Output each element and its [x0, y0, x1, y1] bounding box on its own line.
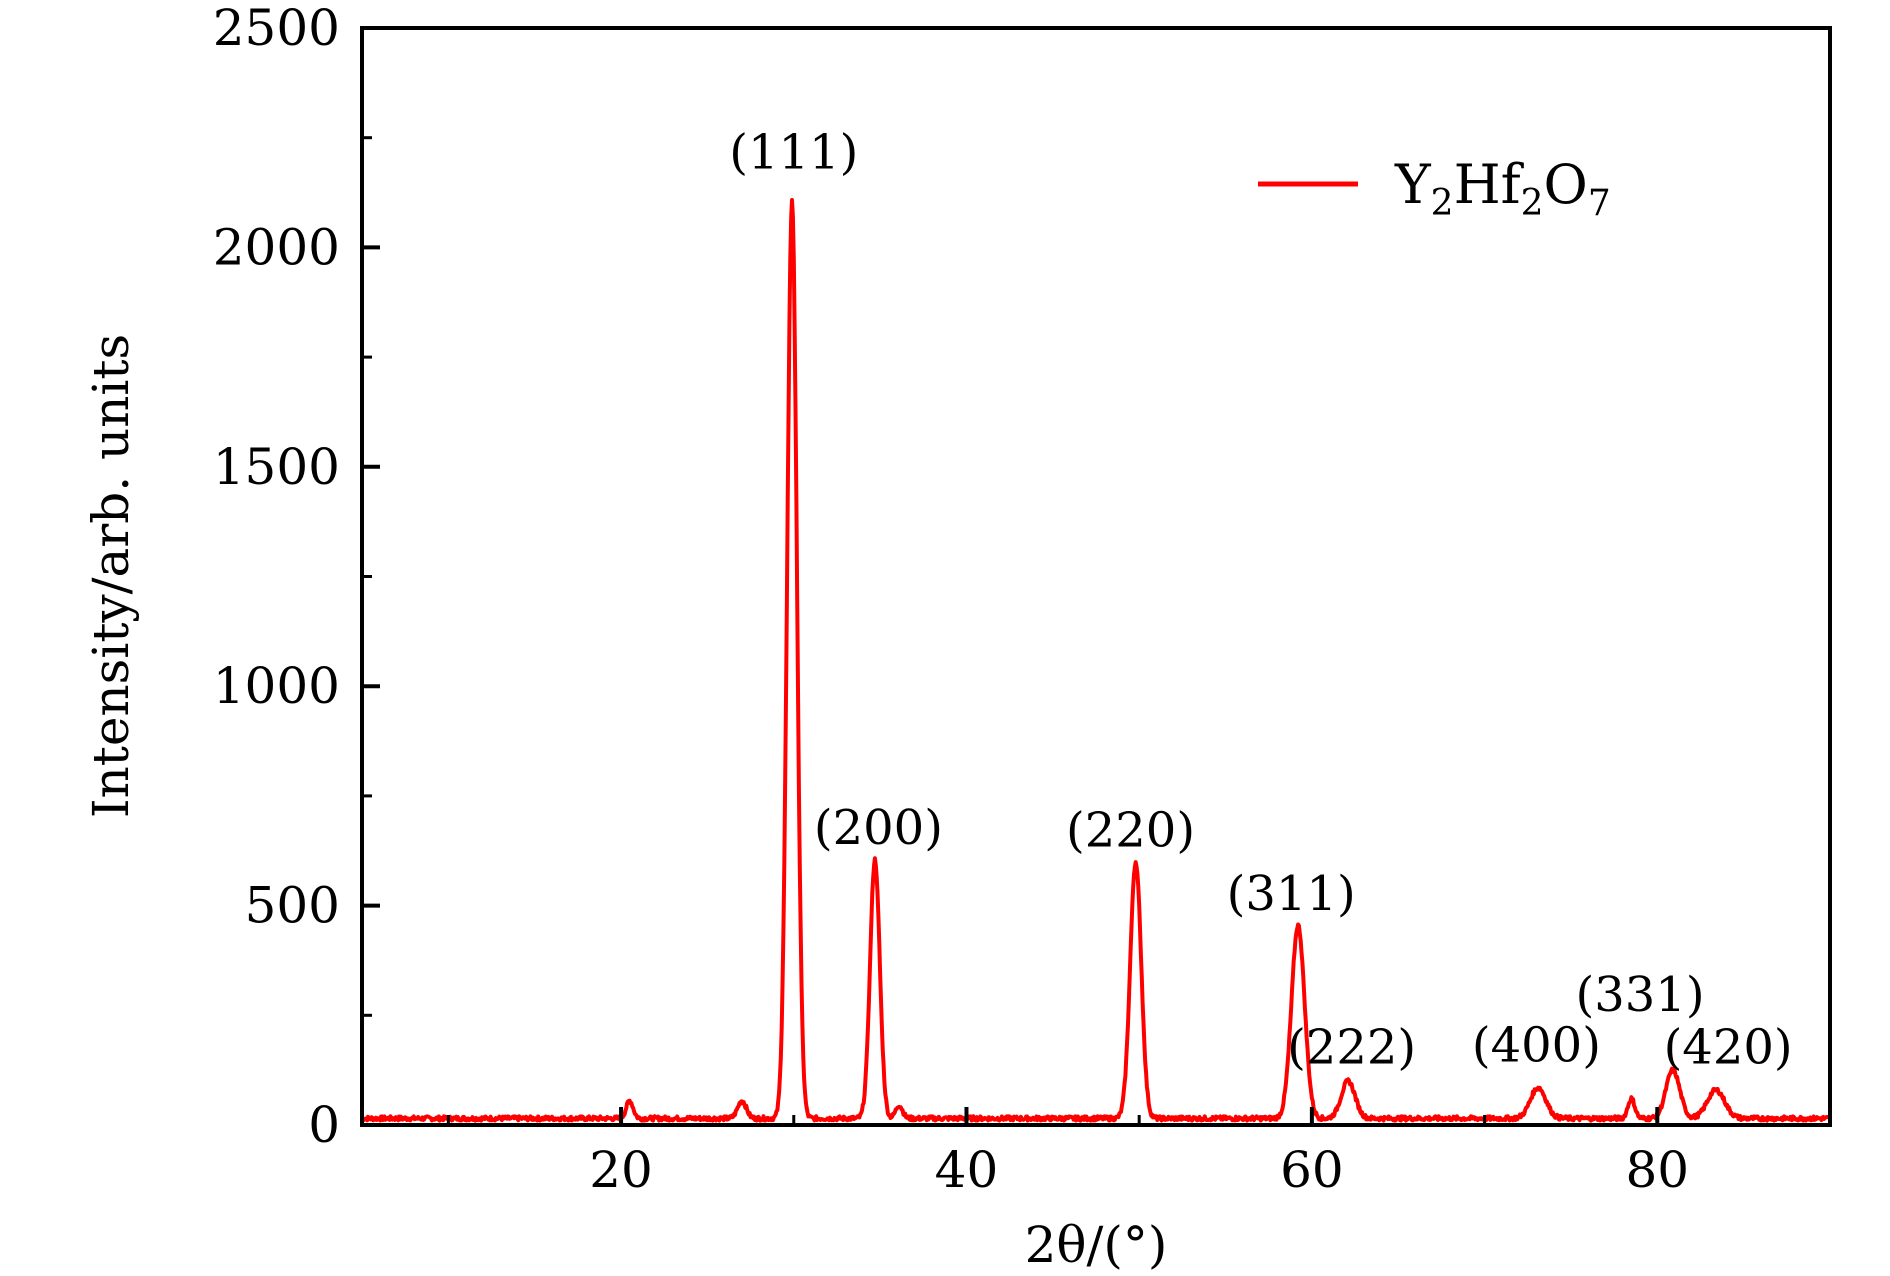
y-tick-label: 1000 — [213, 657, 340, 715]
x-tick-label: 80 — [1625, 1141, 1689, 1199]
x-tick-label: 20 — [589, 1141, 653, 1199]
series-line — [360, 198, 1832, 1123]
y-tick-label: 0 — [308, 1096, 340, 1154]
peak-label: (400) — [1472, 1017, 1601, 1073]
legend: Y2Hf2O7 — [1258, 153, 1611, 224]
axis-ticks: 20 40 60 80 0 500 1000 1500 2000 2500 — [213, 0, 1689, 1199]
y-axis-label: Intensity/arb. units — [82, 334, 140, 818]
y-tick-label: 2500 — [213, 0, 340, 57]
peak-label: (111) — [729, 124, 858, 180]
legend-label: Y2Hf2O7 — [1394, 153, 1611, 224]
peak-label: (420) — [1664, 1020, 1793, 1076]
y-tick-label: 1500 — [213, 438, 340, 496]
peak-annotations: (111) (200) (220) (311) (222) (400)(331)(420) — [729, 124, 1792, 1075]
plot-frame — [360, 26, 1832, 1127]
x-axis-label: 2θ/(°) — [1025, 1216, 1168, 1274]
peak-label: (220) — [1066, 802, 1195, 858]
plot-area — [360, 198, 1832, 1123]
x-tick-label: 40 — [935, 1141, 999, 1199]
peak-label: (222) — [1287, 1020, 1416, 1076]
y-tick-label: 2000 — [213, 218, 340, 276]
y-tick-label: 500 — [245, 877, 340, 935]
peak-label: (311) — [1227, 866, 1356, 922]
x-tick-label: 60 — [1280, 1141, 1344, 1199]
peak-label: (200) — [814, 800, 943, 856]
peak-label: (331) — [1575, 967, 1704, 1023]
